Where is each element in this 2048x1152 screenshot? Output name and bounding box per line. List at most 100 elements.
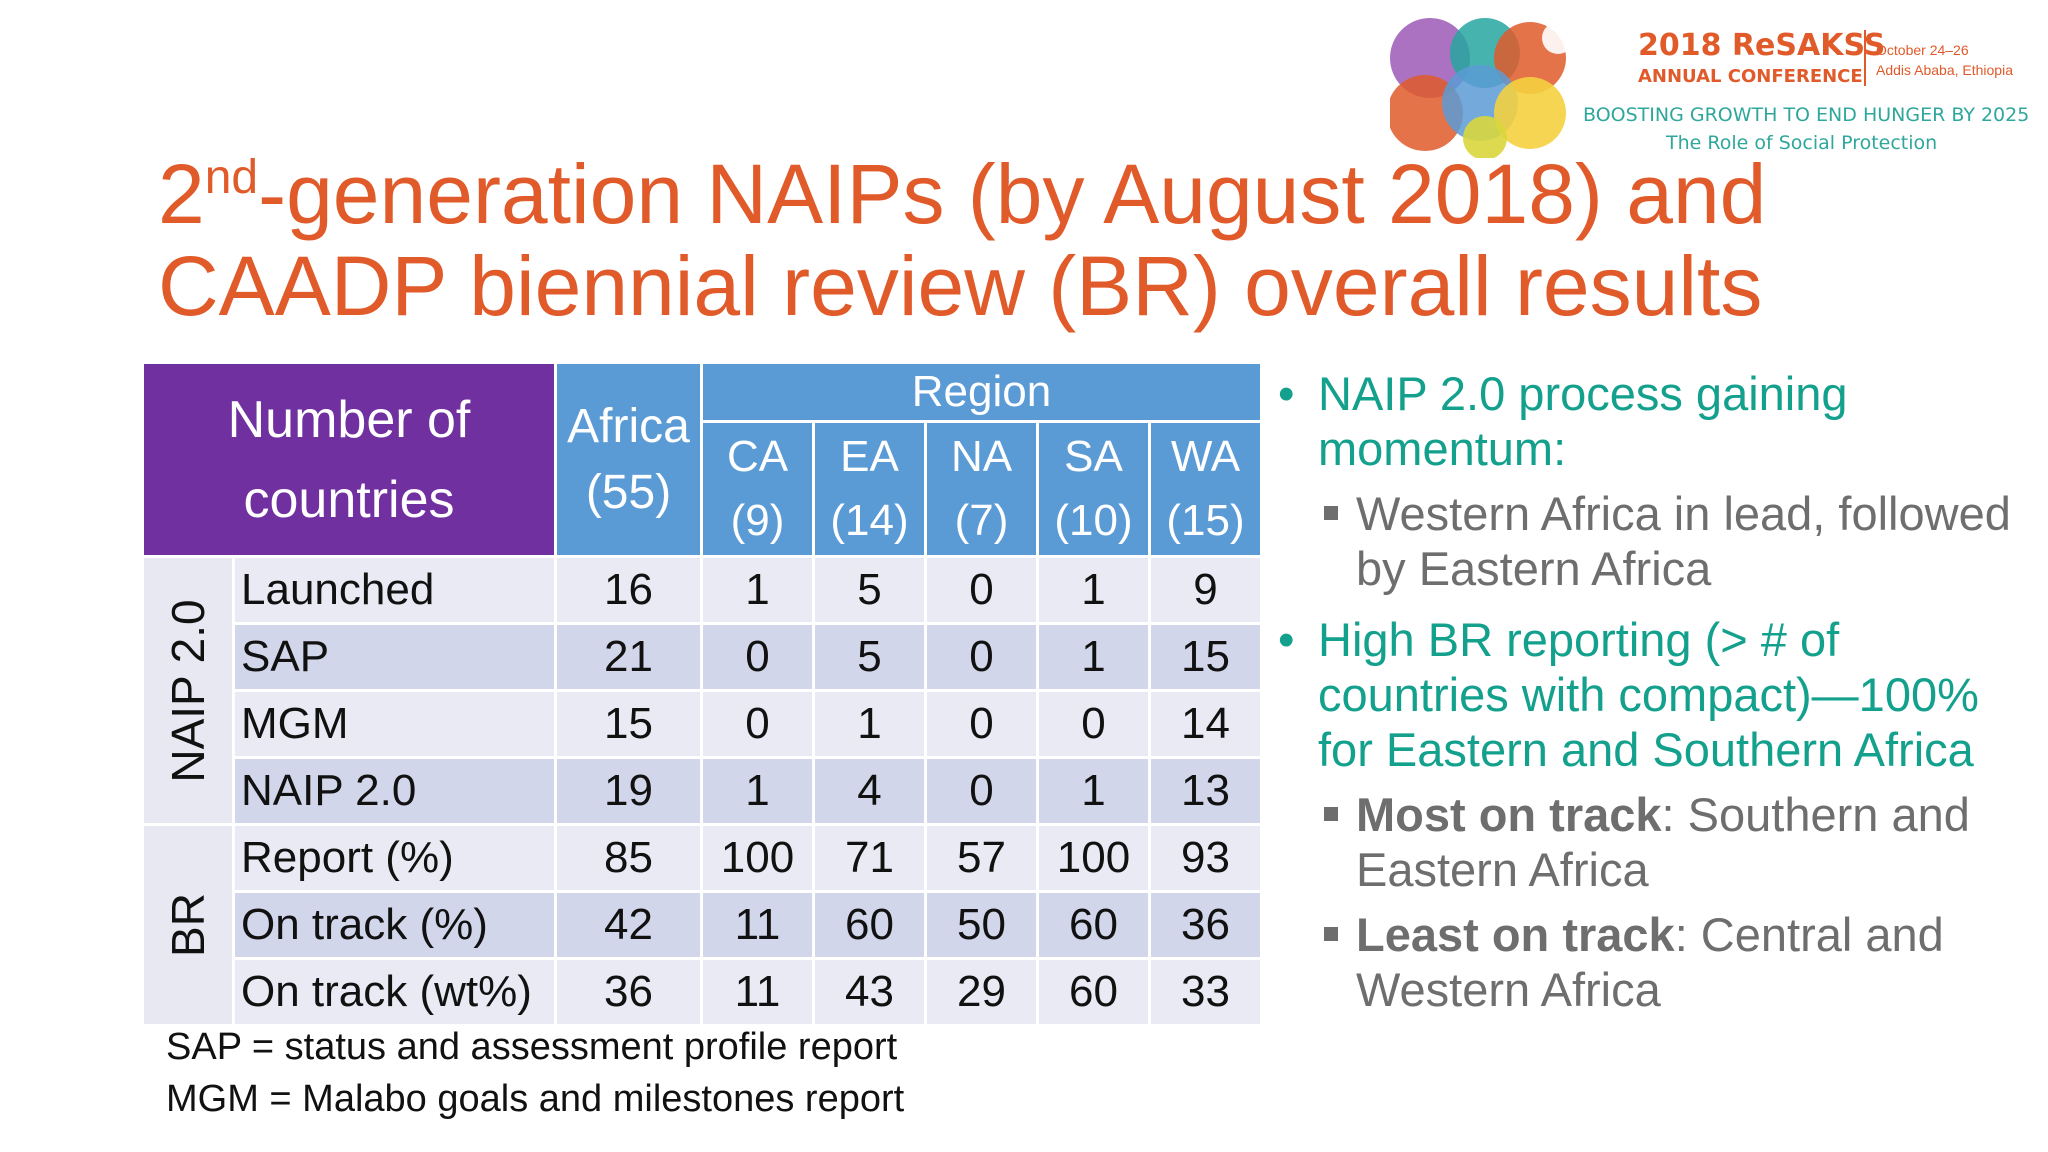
table-cell: 36 — [554, 957, 703, 1027]
conference-name: 2018 ReSAKSS — [1638, 28, 1886, 63]
table-row: On track (%) 42 11 60 50 60 36 — [143, 890, 1263, 960]
table-row: On track (wt%) 36 11 43 29 60 33 — [143, 957, 1263, 1027]
conference-subtheme: The Role of Social Protection — [1666, 132, 1938, 154]
bullet-naip-momentum: • NAIP 2.0 process gaining momentum: — [1278, 366, 2018, 476]
table-cell: 100 — [1036, 823, 1151, 893]
table-cell: 1 — [1036, 756, 1151, 826]
table-cell: 42 — [554, 890, 703, 960]
table-cell: 16 — [554, 555, 703, 625]
table-cell: 85 — [554, 823, 703, 893]
title-superscript: nd — [204, 151, 259, 204]
table-row: NAIP 2.0 Launched 16 1 5 0 1 9 — [141, 555, 1263, 826]
table-cell: 21 — [554, 622, 703, 692]
row-label: NAIP 2.0 — [232, 756, 557, 826]
corner-header: Number of countries — [141, 361, 557, 558]
slide-title-line-2: CAADP biennial review (BR) overall resul… — [158, 239, 1763, 333]
table-cell: 1 — [700, 555, 815, 625]
row-label: SAP — [232, 622, 557, 692]
region-count: (15) — [1166, 496, 1245, 545]
table-cell: 11 — [700, 957, 815, 1027]
group-label-text: BR — [162, 893, 214, 957]
subbullet-least-on-track: Least on track: Central and Western Afri… — [1278, 907, 2018, 1017]
table-row: MGM 15 0 1 0 0 14 — [143, 689, 1263, 759]
region-code: SA — [1064, 432, 1123, 481]
row-label: MGM — [232, 689, 557, 759]
africa-header-name: Africa — [567, 399, 690, 453]
logo-divider — [1864, 30, 1866, 86]
row-label: On track (%) — [232, 890, 557, 960]
table-cell: 0 — [924, 756, 1039, 826]
region-header-sa: SA (10) — [1036, 420, 1151, 558]
subbullet-rest: : Southern and Eastern Africa — [1356, 788, 1970, 896]
row-label: Launched — [232, 555, 557, 625]
region-header-ea: EA (14) — [812, 420, 927, 558]
table-cell: 43 — [812, 957, 927, 1027]
table-cell: 5 — [812, 555, 927, 625]
table-cell: 13 — [1148, 756, 1263, 826]
table-cell: 1 — [700, 756, 815, 826]
table-cell: 0 — [924, 689, 1039, 759]
row-label: Report (%) — [232, 823, 557, 893]
title-line1-rest: -generation NAIPs (by August 2018) and — [258, 147, 1767, 241]
region-code: CA — [726, 432, 789, 481]
conference-logo: 2018 ReSAKSS ANNUAL CONFERENCE October 2… — [1390, 18, 2048, 158]
bullet-dot: • — [1278, 613, 1295, 666]
region-count: (14) — [830, 496, 909, 545]
table-cell: 15 — [1148, 622, 1263, 692]
table-cell: 33 — [1148, 957, 1263, 1027]
group-label-naip: NAIP 2.0 — [141, 555, 235, 826]
bullet-text: High BR reporting (> # of countries with… — [1318, 613, 1979, 776]
subbullet-rest: : Central and Western Africa — [1356, 908, 1944, 1016]
footnote-mgm: MGM = Malabo goals and milestones report — [166, 1078, 905, 1120]
key-findings: • NAIP 2.0 process gaining momentum: Wes… — [1278, 366, 2018, 1017]
table-row: NAIP 2.0 19 1 4 0 1 13 — [143, 756, 1263, 826]
subbullet-bold: Most on track — [1356, 788, 1662, 841]
africa-header-count: (55) — [585, 465, 672, 519]
table-cell: 60 — [1036, 890, 1151, 960]
footnote-sap: SAP = status and assessment profile repo… — [166, 1026, 898, 1068]
square-bullet-icon — [1324, 506, 1338, 520]
table-cell: 19 — [554, 756, 703, 826]
table-cell: 57 — [924, 823, 1039, 893]
table-cell: 0 — [1036, 689, 1151, 759]
table-cell: 60 — [812, 890, 927, 960]
slide-title-line-1: 2nd-generation NAIPs (by August 2018) an… — [158, 148, 1858, 240]
table-cell: 1 — [812, 689, 927, 759]
subbullet-most-on-track: Most on track: Southern and Eastern Afri… — [1278, 787, 2018, 897]
africa-header: Africa (55) — [554, 361, 703, 558]
bullet-br-reporting: • High BR reporting (> # of countries wi… — [1278, 612, 2018, 777]
region-code: WA — [1170, 432, 1241, 481]
bullet-dot: • — [1278, 367, 1295, 420]
square-bullet-icon — [1324, 927, 1338, 941]
table-cell: 11 — [700, 890, 815, 960]
region-header-ca: CA (9) — [700, 420, 815, 558]
subbullet-western-lead: Western Africa in lead, followed by East… — [1278, 486, 2018, 596]
region-code: NA — [950, 432, 1013, 481]
region-header: Region — [700, 361, 1263, 423]
region-code: EA — [840, 432, 899, 481]
table-row: SAP 21 0 5 0 1 15 — [143, 622, 1263, 692]
table-cell: 15 — [554, 689, 703, 759]
table-cell: 5 — [812, 622, 927, 692]
table-cell: 14 — [1148, 689, 1263, 759]
table-cell: 1 — [1036, 555, 1151, 625]
table-cell: 100 — [700, 823, 815, 893]
bullet-text: NAIP 2.0 process gaining momentum: — [1318, 367, 1848, 475]
table-cell: 0 — [924, 555, 1039, 625]
table-cell: 4 — [812, 756, 927, 826]
slide-title: 2nd-generation NAIPs (by August 2018) an… — [158, 148, 1858, 332]
region-count: (7) — [954, 496, 1009, 545]
table-cell: 9 — [1148, 555, 1263, 625]
conference-date-location: October 24–26 Addis Ababa, Ethiopia — [1876, 40, 2013, 80]
table-cell: 1 — [1036, 622, 1151, 692]
table-cell: 0 — [700, 622, 815, 692]
conference-dates: October 24–26 — [1876, 42, 1969, 58]
table-cell: 36 — [1148, 890, 1263, 960]
table-cell: 0 — [924, 622, 1039, 692]
subbullet-text: Western Africa in lead, followed by East… — [1356, 487, 2011, 595]
table-row: BR Report (%) 85 100 71 57 100 93 — [141, 823, 1263, 1027]
region-header-wa: WA (15) — [1148, 420, 1263, 558]
table-cell: 50 — [924, 890, 1039, 960]
conference-logo-graphic — [1390, 18, 1570, 158]
region-header-na: NA (7) — [924, 420, 1039, 558]
